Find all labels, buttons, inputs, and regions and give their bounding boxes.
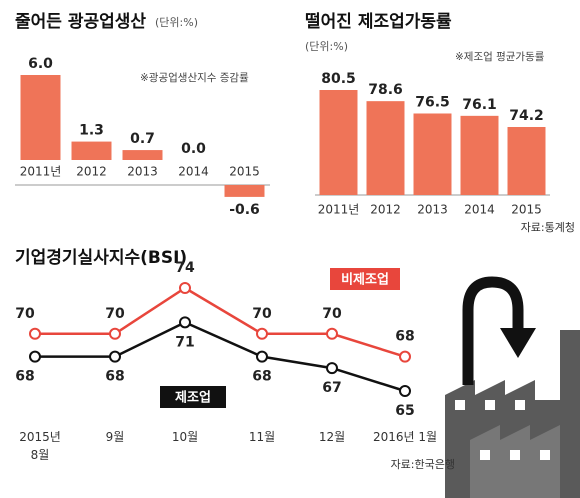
- series-line: [35, 286, 406, 358]
- point: [399, 385, 411, 397]
- bar: [224, 185, 265, 197]
- point: [29, 327, 41, 340]
- point: [179, 316, 191, 329]
- value-label: 67: [322, 380, 341, 396]
- unit-label: (단위:%): [305, 40, 348, 53]
- source: 자료:통계청: [521, 221, 575, 234]
- chart-title: 떨어진 제조업가동률: [305, 12, 452, 32]
- x-tick-label: 2014: [464, 203, 495, 217]
- point: [109, 350, 121, 363]
- x-tick-label: 2016년 1월: [372, 430, 438, 444]
- legend-box: [160, 386, 226, 408]
- x-tick-label: 2015년 8월: [19, 430, 61, 462]
- legend-label: 제조업: [175, 391, 211, 406]
- bar: [413, 113, 452, 195]
- bar: [20, 75, 61, 160]
- x-tick-label: 2015: [511, 203, 542, 217]
- x-tick-label: 10월: [171, 430, 199, 444]
- value-label: 71: [175, 334, 194, 350]
- value-label: 70: [252, 306, 272, 322]
- point: [256, 350, 268, 363]
- value-label: 70: [322, 306, 342, 322]
- value-label: 78.6: [368, 82, 403, 98]
- point: [256, 327, 268, 340]
- chart-title: 기업경기실사지수(BSI): [15, 248, 187, 268]
- value-label: -0.6: [229, 202, 260, 218]
- value-label: 74.2: [509, 108, 544, 124]
- value-label: 76.5: [415, 94, 450, 110]
- value-label: 1.3: [79, 123, 104, 139]
- value-label: 70: [15, 306, 35, 322]
- point: [399, 350, 411, 363]
- x-tick-label: 2012: [370, 203, 401, 217]
- value-label: 0.7: [130, 131, 155, 147]
- point: [326, 362, 338, 375]
- value-label: 68: [252, 369, 271, 385]
- value-label: 6.0: [28, 56, 53, 72]
- x-tick-label: 2013: [127, 165, 158, 179]
- value-label: 80.5: [321, 71, 356, 87]
- value-label: 68: [105, 369, 124, 385]
- value-label: 0.0: [181, 141, 206, 157]
- value-label: 68: [395, 329, 414, 345]
- point: [109, 327, 121, 340]
- x-tick-label: 2014: [178, 165, 209, 179]
- point: [179, 282, 191, 294]
- bar: [122, 150, 163, 160]
- bar: [366, 101, 405, 195]
- value-label: 68: [15, 369, 34, 385]
- legend-label: 비제조업: [341, 273, 389, 288]
- unit-label: (단위:%): [155, 16, 198, 29]
- x-tick-label: 2011년: [318, 203, 360, 217]
- bar: [319, 90, 358, 195]
- value-label: 65: [395, 403, 414, 419]
- point: [29, 350, 41, 363]
- x-tick-label: 12월: [318, 430, 346, 444]
- bar: [507, 127, 546, 195]
- x-tick-label: 2011년: [20, 165, 62, 179]
- value-label: 76.1: [462, 97, 497, 113]
- chart-title: 줄어든 광공업생산: [15, 12, 146, 32]
- value-label: 74: [175, 260, 195, 276]
- legend-box: [330, 268, 400, 290]
- bar: [460, 115, 499, 195]
- value-label: 70: [105, 306, 125, 322]
- x-tick-label: 9월: [105, 430, 125, 444]
- source: 자료:한국은행: [391, 458, 455, 471]
- note: ※제조업 평균가동률: [455, 50, 545, 63]
- note: ※광공업생산지수 증감률: [140, 71, 249, 84]
- factory-icon: [445, 276, 580, 498]
- x-tick-label: 2013: [417, 203, 448, 217]
- bar: [71, 141, 112, 160]
- point: [326, 327, 338, 340]
- x-tick-label: 2015: [229, 165, 260, 179]
- x-tick-label: 2012: [76, 165, 107, 179]
- x-tick-label: 11월: [248, 430, 276, 444]
- series-line: [35, 320, 406, 393]
